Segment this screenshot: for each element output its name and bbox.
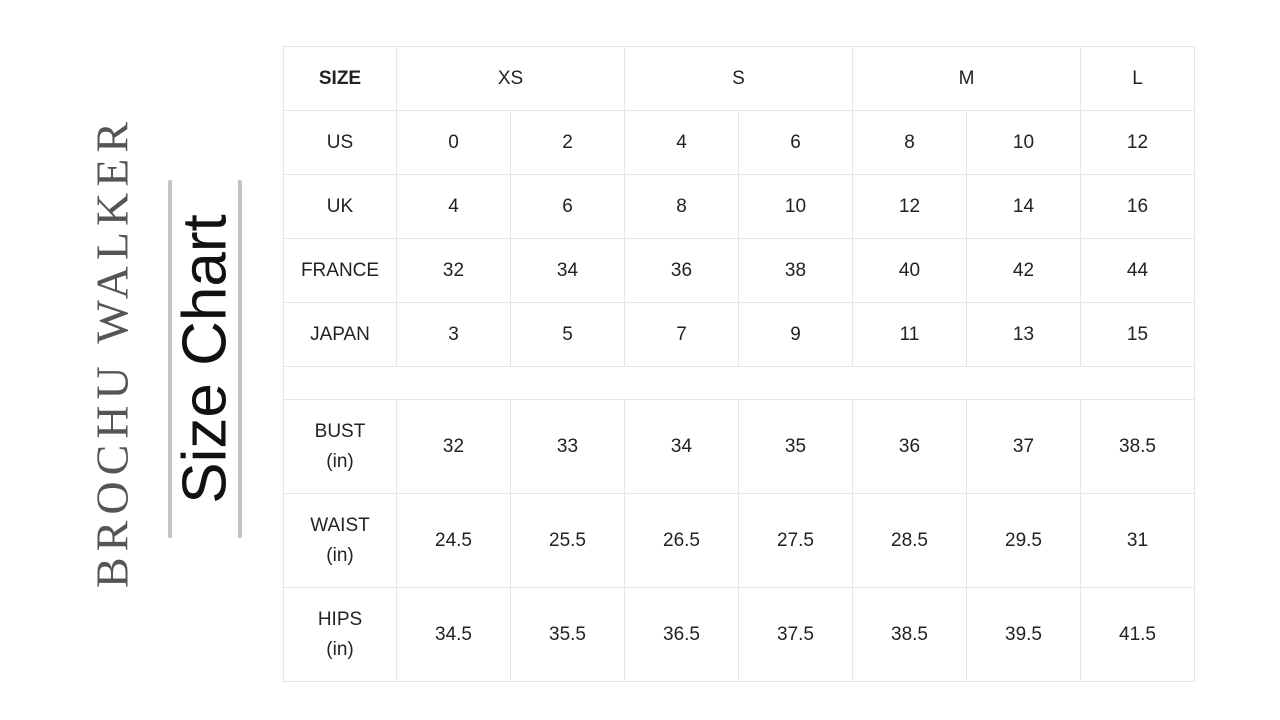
brand-logo-text: BROCHU WALKER [86, 115, 138, 589]
measure-name: WAIST [310, 514, 370, 536]
table-cell: 34.5 [396, 587, 511, 682]
table-cell: 42 [966, 238, 1081, 303]
row-label: HIPS (in) [283, 587, 397, 682]
spacer-cell [283, 366, 1195, 400]
spacer-row [283, 366, 1195, 400]
size-group-header: M [852, 46, 1081, 111]
size-group-header: XS [396, 46, 625, 111]
table-cell: 34 [624, 399, 739, 494]
table-cell: 37.5 [738, 587, 853, 682]
row-label: FRANCE [283, 238, 397, 303]
table-cell: 16 [1080, 174, 1195, 239]
measure-unit: (in) [326, 450, 354, 472]
row-label: US [283, 110, 397, 175]
table-cell: 44 [1080, 238, 1195, 303]
table-cell: 38.5 [1080, 399, 1195, 494]
title-frame: Size Chart [168, 180, 242, 538]
table-cell: 8 [852, 110, 967, 175]
table-cell: 4 [396, 174, 511, 239]
header-row: SIZE XS S M L [283, 46, 1195, 111]
table-cell: 36 [852, 399, 967, 494]
size-group-header: L [1080, 46, 1195, 111]
table-cell: 12 [852, 174, 967, 239]
table-cell: 5 [510, 302, 625, 367]
table-cell: 13 [966, 302, 1081, 367]
table-cell: 15 [1080, 302, 1195, 367]
table-cell: 34 [510, 238, 625, 303]
table-cell: 32 [396, 238, 511, 303]
table-cell: 41.5 [1080, 587, 1195, 682]
table-cell: 8 [624, 174, 739, 239]
measure-unit: (in) [326, 638, 354, 660]
table-cell: 6 [738, 110, 853, 175]
table-cell: 14 [966, 174, 1081, 239]
table-cell: 27.5 [738, 493, 853, 588]
table-cell: 26.5 [624, 493, 739, 588]
table-cell: 6 [510, 174, 625, 239]
page-title: Size Chart [170, 214, 240, 504]
measure-unit: (in) [326, 544, 354, 566]
table-cell: 38 [738, 238, 853, 303]
table-cell: 29.5 [966, 493, 1081, 588]
row-label: JAPAN [283, 302, 397, 367]
table-cell: 39.5 [966, 587, 1081, 682]
table-cell: 4 [624, 110, 739, 175]
table-cell: 36.5 [624, 587, 739, 682]
table-cell: 12 [1080, 110, 1195, 175]
table-cell: 24.5 [396, 493, 511, 588]
table-row: FRANCE 32 34 36 38 40 42 44 [283, 238, 1195, 303]
row-label: UK [283, 174, 397, 239]
table-cell: 35 [738, 399, 853, 494]
table-cell: 33 [510, 399, 625, 494]
table-cell: 9 [738, 302, 853, 367]
table-cell: 0 [396, 110, 511, 175]
table-row: BUST (in) 32 33 34 35 36 37 38.5 [283, 399, 1195, 494]
table-row: JAPAN 3 5 7 9 11 13 15 [283, 302, 1195, 367]
size-chart-table: SIZE XS S M L US 0 2 4 6 8 10 12 UK 4 6 8 10 12 14 16 FRANCE 3… [283, 46, 1195, 682]
table-cell: 3 [396, 302, 511, 367]
table-cell: 10 [738, 174, 853, 239]
table-cell: 35.5 [510, 587, 625, 682]
row-label: WAIST (in) [283, 493, 397, 588]
row-label: BUST (in) [283, 399, 397, 494]
measure-name: BUST [314, 420, 366, 442]
table-row: WAIST (in) 24.5 25.5 26.5 27.5 28.5 29.5 31 [283, 493, 1195, 588]
table-row: HIPS (in) 34.5 35.5 36.5 37.5 38.5 39.5 41.5 [283, 587, 1195, 682]
table-cell: 40 [852, 238, 967, 303]
table-row: UK 4 6 8 10 12 14 16 [283, 174, 1195, 239]
table-cell: 25.5 [510, 493, 625, 588]
size-group-header: S [624, 46, 853, 111]
table-cell: 37 [966, 399, 1081, 494]
table-cell: 31 [1080, 493, 1195, 588]
measure-name: HIPS [317, 608, 363, 630]
table-cell: 2 [510, 110, 625, 175]
table-cell: 36 [624, 238, 739, 303]
table-row: US 0 2 4 6 8 10 12 [283, 110, 1195, 175]
header-label: SIZE [283, 46, 397, 111]
table-cell: 10 [966, 110, 1081, 175]
table-cell: 32 [396, 399, 511, 494]
table-cell: 11 [852, 302, 967, 367]
table-cell: 28.5 [852, 493, 967, 588]
table-cell: 38.5 [852, 587, 967, 682]
table-cell: 7 [624, 302, 739, 367]
